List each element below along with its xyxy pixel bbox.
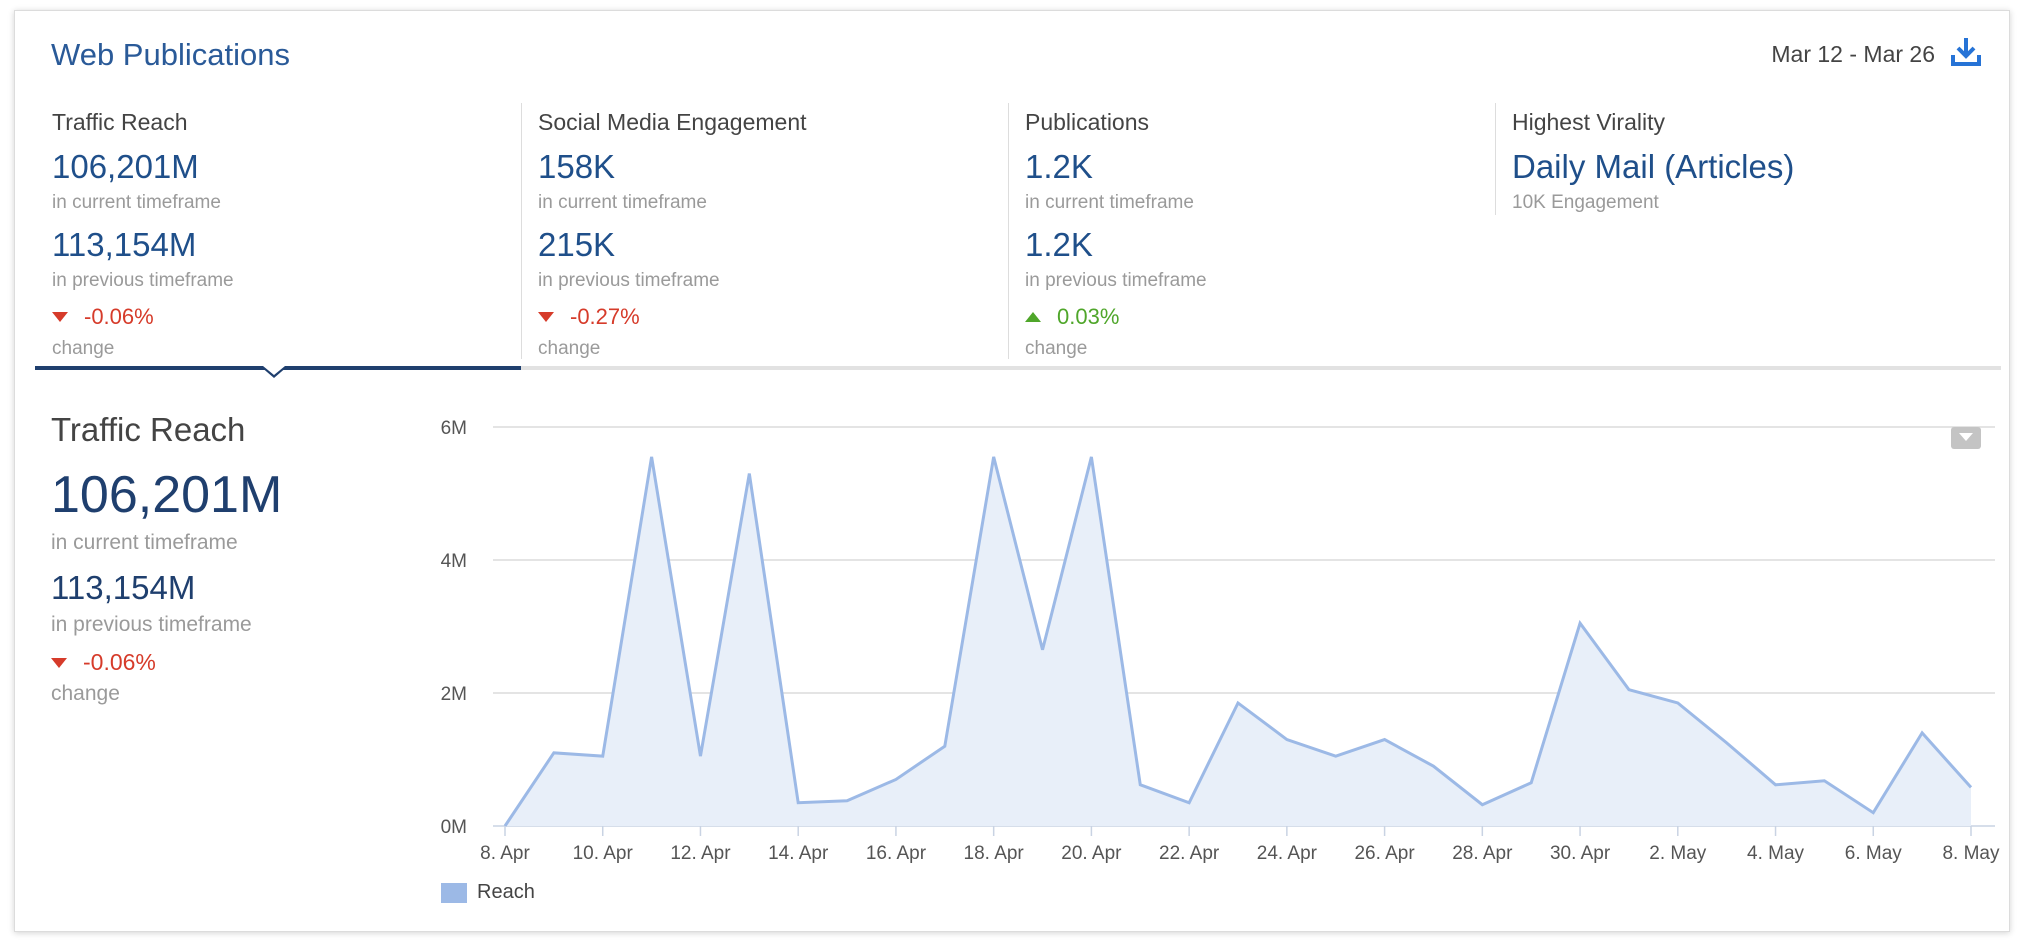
arrow-up-icon [1025,312,1041,322]
kpi-traffic-reach[interactable]: Traffic Reach 106,201M in current timefr… [15,103,393,359]
legend-label: Reach [477,881,535,903]
tab-indicator-track [35,366,2001,370]
detail-current-value: 106,201M [51,466,283,524]
x-tick-label: 10. Apr [573,843,634,864]
chart-menu-icon[interactable] [1951,427,1981,449]
kpi-current-value: 1.2K [1025,148,1093,185]
kpi-label: Social Media Engagement [538,109,807,135]
x-tick-label: 12. Apr [670,843,731,864]
detail-change-caption: change [51,682,120,705]
chart-legend[interactable]: Reach [441,881,535,904]
kpi-current-caption: in current timeframe [538,192,707,213]
x-tick-label: 14. Apr [768,843,829,864]
kpi-change: -0.27% [538,304,921,330]
x-tick-label: 24. Apr [1257,843,1318,864]
detail-change: -0.06% [51,649,282,676]
kpi-previous-value: 1.2K [1025,226,1093,263]
kpi-row: Traffic Reach 106,201M in current timefr… [15,91,2009,361]
reach-area-chart: 0M 2M 4M 6M 8. Apr 10. Apr 12. Apr 14. Apr 16. A… [441,418,2000,864]
kpi-current-caption: in current timeframe [1025,192,1194,213]
kpi-current-value: Daily Mail (Articles) [1512,148,1795,185]
kpi-previous-value: 113,154M [52,226,197,263]
x-tick-label: 2. May [1649,843,1707,864]
series-line-reach [503,456,1973,827]
x-tick-label: 18. Apr [964,843,1025,864]
kpi-current-caption: in current timeframe [52,192,221,213]
web-publications-card: Web Publications Mar 12 - Mar 26 Traffic… [14,10,2010,932]
detail-label: Traffic Reach [51,411,246,448]
kpi-change: -0.06% [52,304,393,330]
x-tick-label: 8. May [1942,843,2000,864]
kpi-change-caption: change [52,338,115,359]
kpi-change-value: -0.27% [570,304,640,329]
y-tick-label: 0M [441,817,467,838]
x-tick-label: 26. Apr [1354,843,1415,864]
kpi-previous-caption: in previous timeframe [1025,270,1207,291]
tab-indicator-notch-inner [263,366,285,375]
series-area-reach [505,456,1971,826]
kpi-highest-virality[interactable]: Highest Virality Daily Mail (Articles) 1… [1495,103,1975,215]
kpi-change-value: 0.03% [1057,304,1120,329]
kpi-current-caption: 10K Engagement [1512,192,1659,213]
kpi-change: 0.03% [1025,304,1408,330]
detail-panel: Traffic Reach 106,201M in current timefr… [51,411,282,706]
kpi-change-caption: change [1025,338,1088,359]
kpi-previous-value: 215K [538,226,616,263]
date-range[interactable]: Mar 12 - Mar 26 [1771,41,1935,67]
x-tick-label: 8. Apr [480,843,530,864]
kpi-previous-caption: in previous timeframe [52,270,234,291]
kpi-label: Traffic Reach [52,109,188,135]
x-tick-label: 20. Apr [1061,843,1122,864]
kpi-current-value: 106,201M [52,148,199,185]
arrow-down-icon [51,657,67,668]
kpi-publications[interactable]: Publications 1.2K in current timeframe 1… [1008,103,1408,359]
x-tick-label: 4. May [1747,843,1805,864]
x-tick-label: 28. Apr [1452,843,1513,864]
kpi-current-value: 158K [538,148,616,185]
detail-current-caption: in current timeframe [51,531,238,554]
x-tick-label: 30. Apr [1550,843,1611,864]
kpi-change-value: -0.06% [84,304,154,329]
arrow-down-icon [52,312,68,322]
y-tick-label: 6M [441,418,467,439]
kpi-social-media-engagement[interactable]: Social Media Engagement 158K in current … [521,103,921,359]
x-tick-label: 16. Apr [866,843,927,864]
kpi-change-caption: change [538,338,601,359]
kpi-label: Highest Virality [1512,109,1665,135]
y-tick-label: 2M [441,684,467,705]
arrow-down-icon [538,312,554,322]
x-tick-label: 22. Apr [1159,843,1220,864]
legend-swatch [441,882,467,903]
card-title: Web Publications [51,37,290,72]
detail-previous-caption: in previous timeframe [51,613,252,636]
kpi-previous-caption: in previous timeframe [538,270,720,291]
download-icon[interactable] [1949,35,1983,69]
x-tick-label: 6. May [1845,843,1903,864]
y-tick-label: 4M [441,551,467,572]
detail-previous-value: 113,154M [51,569,196,606]
kpi-label: Publications [1025,109,1150,135]
detail-change-value: -0.06% [83,649,156,675]
